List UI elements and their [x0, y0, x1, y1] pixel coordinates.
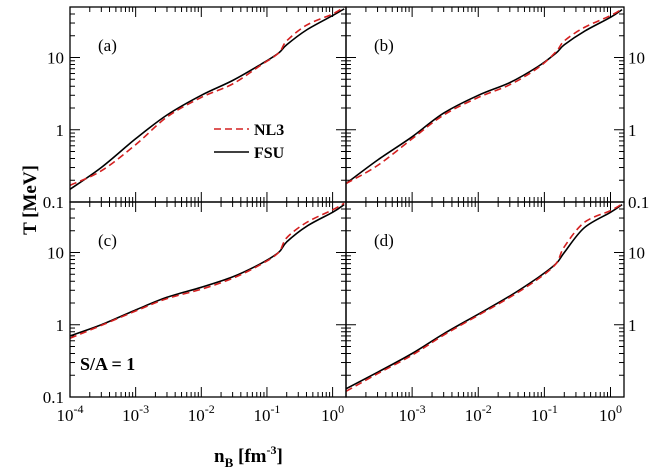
y-tick-label-left: 0.1: [43, 193, 64, 212]
x-tick-label: 10-2: [188, 402, 215, 425]
x-tick-label: 10-3: [399, 402, 426, 425]
series-line-nl3-panel-a: [70, 7, 345, 187]
y-tick-label-right: 10: [628, 49, 645, 68]
panel-frame: [345, 201, 625, 398]
panel-label: (a): [98, 36, 117, 55]
y-tick-label-right: 10: [628, 244, 645, 263]
series-line-nl3-panel-d: [346, 203, 623, 393]
y-tick-label-left: 10: [47, 244, 64, 263]
x-tick-label: 10-4: [57, 402, 84, 425]
labels-layer: T [MeV] nB [fm-3] S/A = 1 NL3 FSU: [20, 122, 285, 470]
y-tick-label-left: 1: [56, 316, 65, 335]
panel-b: (b): [345, 6, 625, 203]
panels-layer: (a) (b) (c) (d) 1 10 0.1 1 10 0.1 0.1 1 10 1 10 10-4 10-…: [43, 6, 649, 425]
x-tick-label: 10-1: [531, 402, 558, 425]
legend-label-nl3: NL3: [254, 122, 284, 139]
series-line-fsu-panel-b: [346, 8, 623, 185]
y-tick-label-left: 1: [56, 121, 65, 140]
series-line-fsu-panel-a: [70, 8, 345, 190]
x-axis-title-sub: B: [225, 455, 234, 470]
x-tick-label: 10-1: [253, 402, 280, 425]
series-line-nl3-panel-b: [346, 8, 623, 185]
x-tick-label: 100: [321, 402, 344, 425]
series-line-fsu-panel-c: [70, 203, 345, 337]
panel-d: (d): [345, 201, 625, 398]
panel-a: (a): [69, 6, 347, 203]
panel-label: (c): [98, 231, 117, 250]
x-axis-title-base: n: [214, 446, 225, 467]
y-tick-label-left: 10: [47, 49, 64, 68]
x-axis-title-unit-close: ]: [276, 446, 282, 467]
panel-label: (d): [374, 231, 394, 250]
x-tick-label: 10-3: [122, 402, 149, 425]
annotation-sa: S/A = 1: [80, 354, 135, 374]
x-tick-label: 100: [599, 402, 622, 425]
y-tick-label-right: 0.1: [628, 193, 649, 212]
series-line-nl3-panel-c: [70, 202, 345, 340]
legend-label-fsu: FSU: [254, 145, 285, 162]
series-line-fsu-panel-d: [346, 203, 623, 390]
x-axis-title-unit: [fm: [233, 446, 266, 467]
x-axis-title-unit-sup: -3: [266, 443, 276, 457]
legend: NL3 FSU: [214, 122, 285, 162]
x-axis-title: nB [fm-3]: [214, 443, 283, 470]
y-tick-label-right: 1: [628, 121, 637, 140]
y-tick-label-left: 0.1: [43, 388, 64, 407]
y-axis-title: T [MeV]: [20, 165, 41, 235]
y-tick-label-right: 1: [628, 316, 637, 335]
panel-label: (b): [374, 36, 394, 55]
x-tick-label: 10-2: [465, 402, 492, 425]
